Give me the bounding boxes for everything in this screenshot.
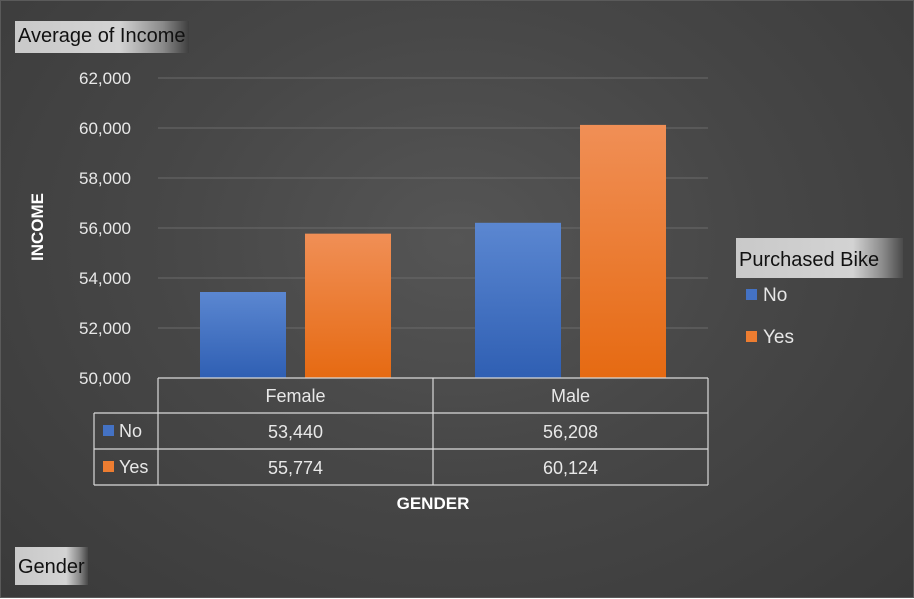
bar-no-female <box>200 292 286 378</box>
table-series-label: No <box>119 421 142 441</box>
data-table-value: 55,774 <box>268 458 323 478</box>
y-tick-label: 58,000 <box>79 169 131 188</box>
table-legend-key <box>103 425 114 436</box>
y-tick-label: 54,000 <box>79 269 131 288</box>
legend-swatch-yes <box>746 331 757 342</box>
x-tick-label: Female <box>265 386 325 406</box>
table-legend-key <box>103 461 114 472</box>
legend-entry-no: No <box>746 286 787 306</box>
y-axis-title: INCOME <box>28 193 47 261</box>
y-tick-label: 62,000 <box>79 69 131 88</box>
axis-field-button[interactable]: Gender <box>15 547 88 585</box>
data-table-value: 53,440 <box>268 422 323 442</box>
value-field-button[interactable]: Average of Income <box>15 21 189 53</box>
data-table-value: 56,208 <box>543 422 598 442</box>
y-tick-label: 56,000 <box>79 219 131 238</box>
legend-label-yes: Yes <box>763 327 794 348</box>
x-axis-title: GENDER <box>397 494 470 513</box>
bar-yes-male <box>580 124 666 379</box>
y-tick-label: 50,000 <box>79 369 131 388</box>
legend-swatch-no <box>746 289 757 300</box>
x-tick-label: Male <box>551 386 590 406</box>
y-tick-label: 60,000 <box>79 119 131 138</box>
table-series-label: Yes <box>119 457 148 477</box>
y-tick-label: 52,000 <box>79 319 131 338</box>
legend-entry-yes: Yes <box>746 328 794 348</box>
bar-yes-female <box>305 233 391 378</box>
bar-no-male <box>475 222 561 378</box>
data-table-value: 60,124 <box>543 458 598 478</box>
legend-field-button[interactable]: Purchased Bike <box>736 238 904 278</box>
legend-label-no: No <box>763 285 788 306</box>
